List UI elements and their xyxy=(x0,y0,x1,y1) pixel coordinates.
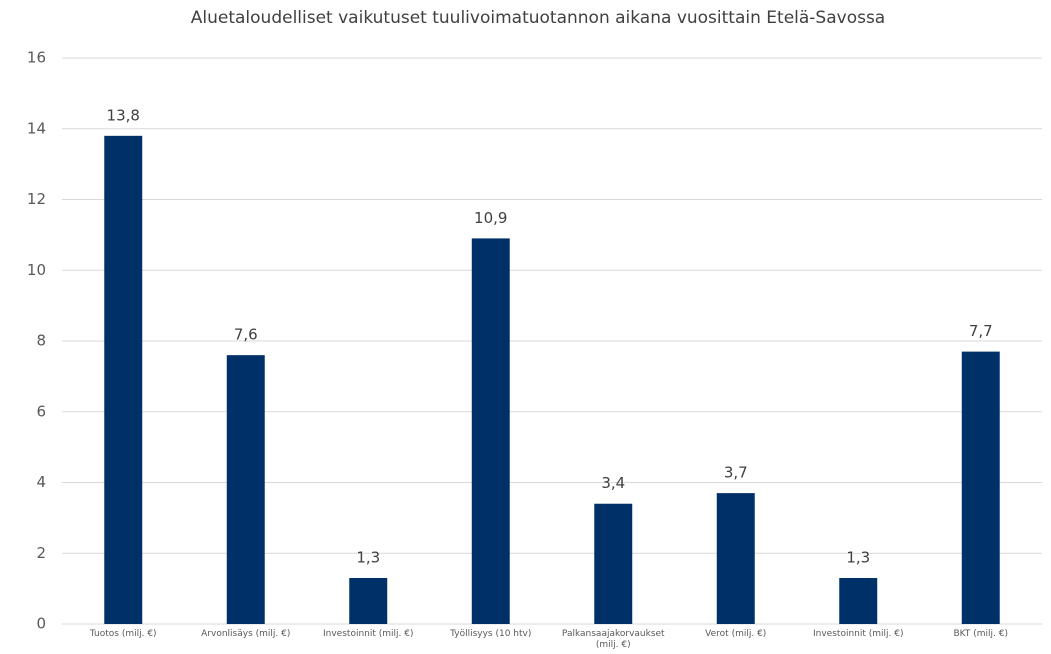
bar xyxy=(349,578,388,624)
bar xyxy=(104,135,143,624)
x-tick-label: Palkansaajakorvaukset (milj. €) xyxy=(561,629,665,650)
x-tick-label: Investoinnit (milj. €) xyxy=(323,629,414,639)
value-label: 13,8 xyxy=(107,106,140,124)
value-label: 3,4 xyxy=(601,474,625,492)
y-tick-label: 16 xyxy=(27,49,46,67)
x-tick-label: Investoinnit (milj. €) xyxy=(813,629,904,639)
y-tick-label: 2 xyxy=(36,544,46,562)
x-tick-label: Työllisyys (10 htv) xyxy=(450,629,532,639)
chart-title: Aluetaloudelliset vaikutuset tuulivoimat… xyxy=(191,8,885,28)
bar xyxy=(961,351,1000,624)
value-label: 3,7 xyxy=(724,464,748,482)
bar xyxy=(471,238,510,624)
y-tick-label: 0 xyxy=(36,615,46,633)
y-tick-label: 14 xyxy=(27,119,46,137)
y-tick-label: 12 xyxy=(27,190,46,208)
x-tick-label: BKT (milj. €) xyxy=(953,629,1008,639)
bar xyxy=(594,503,633,624)
x-tick-label: Tuotos (milj. €) xyxy=(89,629,157,639)
y-tick-label: 6 xyxy=(36,402,46,420)
y-tick-label: 8 xyxy=(36,332,46,350)
x-tick-label: Verot (milj. €) xyxy=(705,629,767,639)
value-label: 1,3 xyxy=(356,549,380,567)
value-label: 10,9 xyxy=(474,209,507,227)
bar xyxy=(839,578,878,624)
x-tick-label: Arvonlisäys (milj. €) xyxy=(201,629,291,639)
y-tick-label: 10 xyxy=(27,261,46,279)
bar xyxy=(716,493,755,624)
value-label: 7,6 xyxy=(234,326,258,344)
value-label: 1,3 xyxy=(846,549,870,567)
value-label: 7,7 xyxy=(969,322,993,340)
y-tick-label: 4 xyxy=(36,473,46,491)
bar xyxy=(226,355,265,624)
